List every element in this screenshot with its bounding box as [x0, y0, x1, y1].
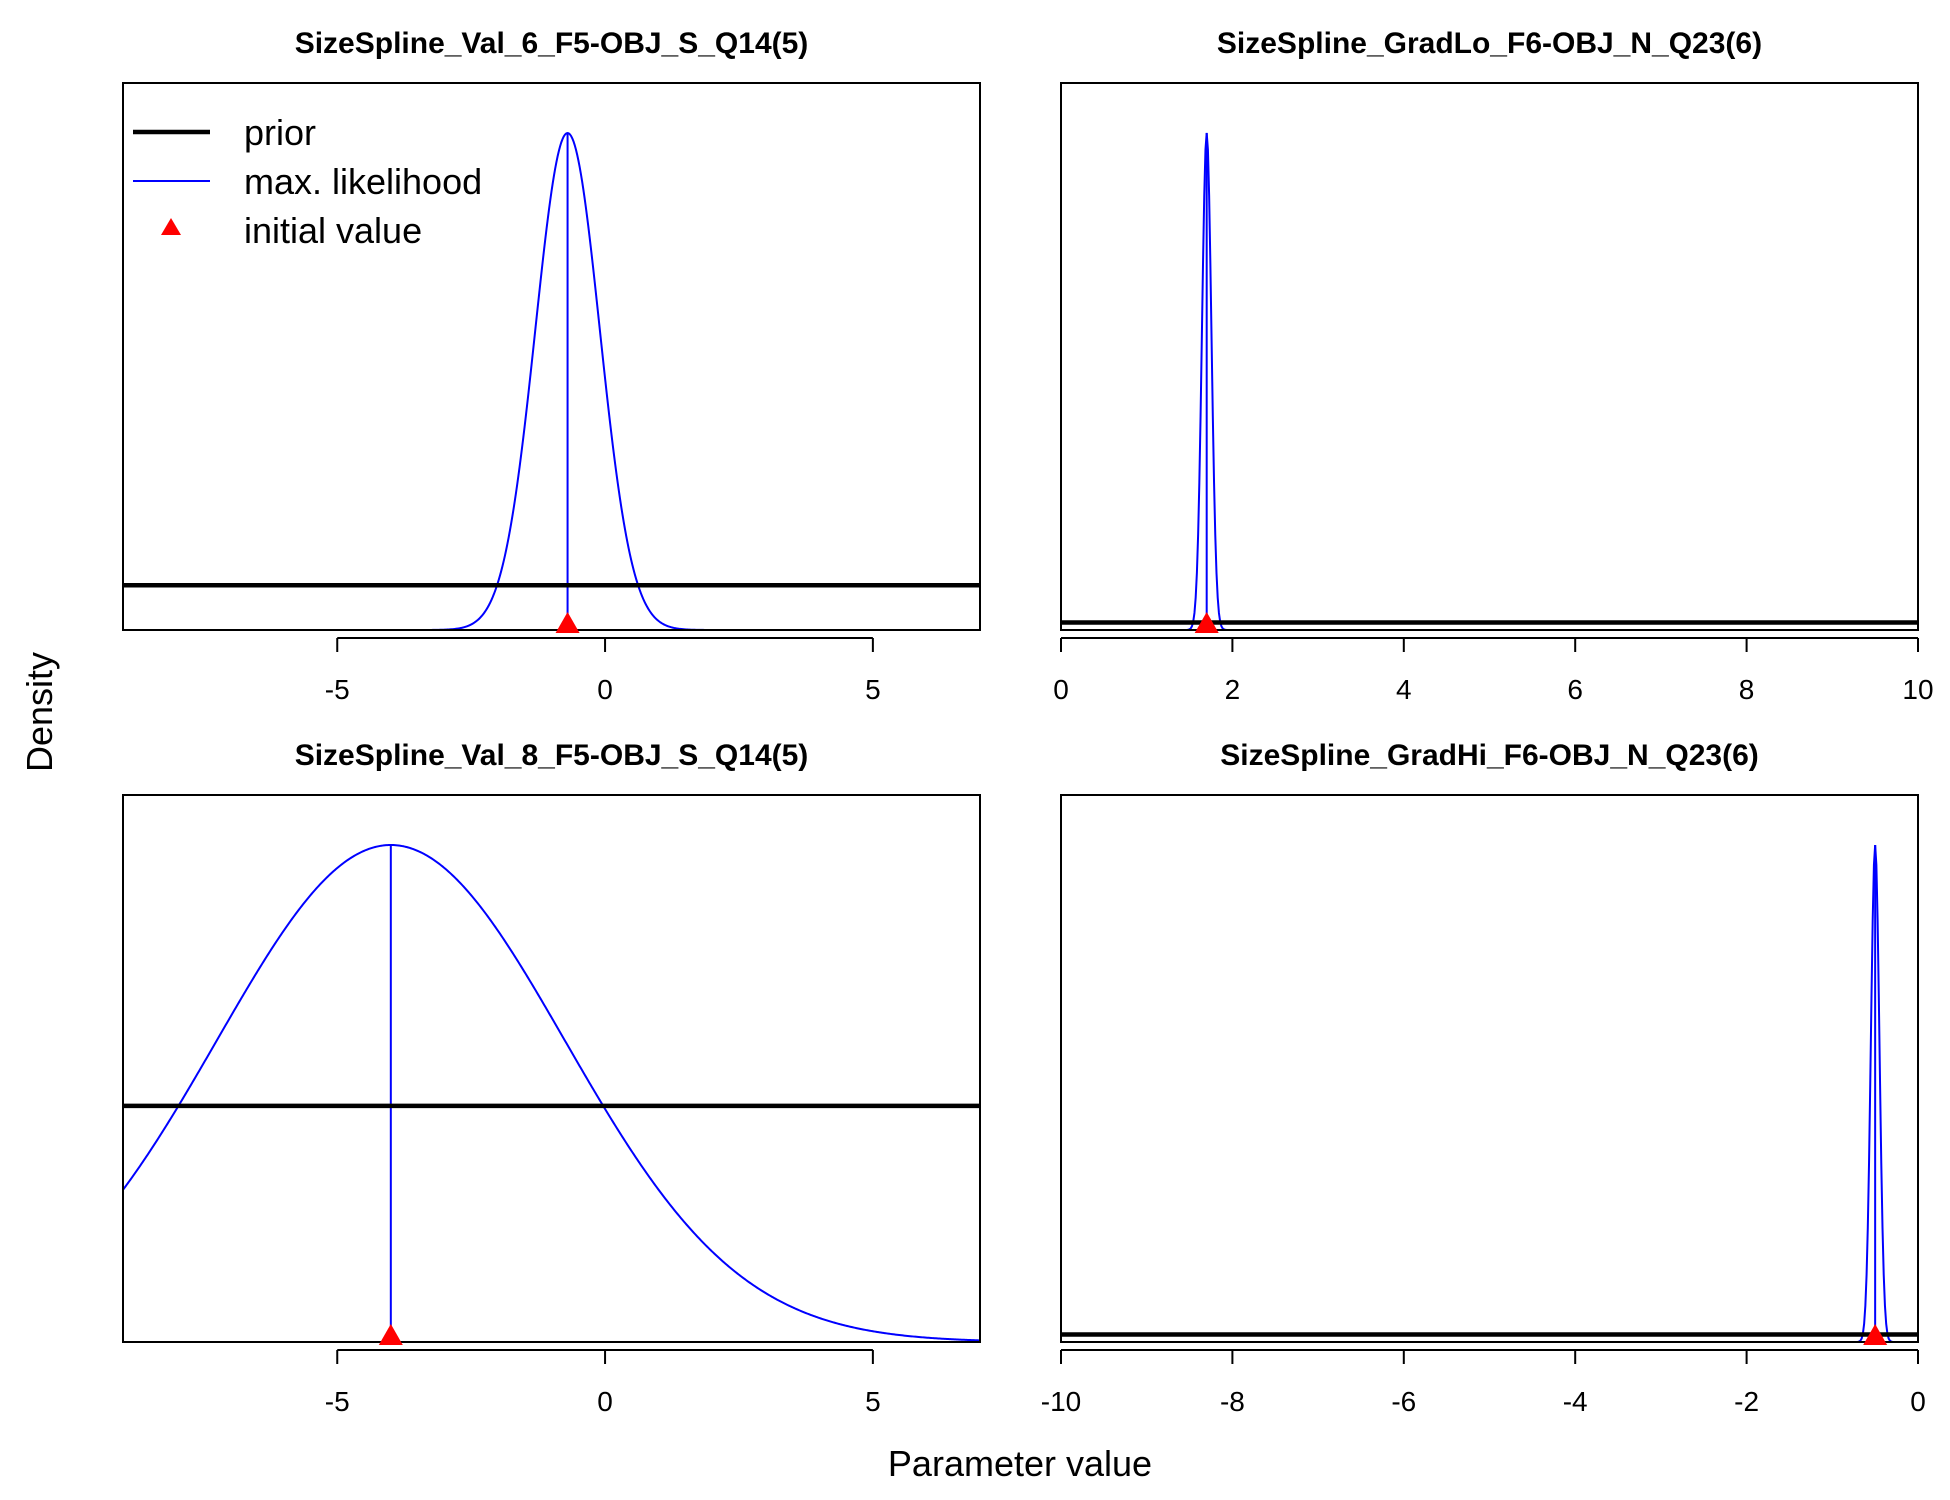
panel-title: SizeSpline_Val_6_F5-OBJ_S_Q14(5) [295, 27, 809, 60]
legend-initial-marker [161, 218, 181, 235]
x-tick-label: 0 [1910, 1386, 1926, 1417]
x-tick-label: 10 [1902, 674, 1933, 705]
x-tick-label: -4 [1563, 1386, 1588, 1417]
x-tick-label: 8 [1739, 674, 1755, 705]
mle-curve [1061, 132, 1918, 630]
panel-gradhi: SizeSpline_GradHi_F6-OBJ_N_Q23(6) -10 -8 -6… [1041, 739, 1926, 1417]
panel-val8: SizeSpline_Val_8_F5-OBJ_S_Q14(5) -5 0 5 [122, 739, 981, 1417]
plot-frame [1060, 794, 1919, 1343]
x-tick-label: -2 [1734, 1386, 1759, 1417]
x-tick-label: 2 [1225, 674, 1241, 705]
x-axis-label: Parameter value [888, 1443, 1152, 1484]
legend-prior-label: prior [244, 112, 316, 153]
panel-title: SizeSpline_GradHi_F6-OBJ_N_Q23(6) [1220, 739, 1759, 772]
x-tick-label: 0 [597, 674, 613, 705]
mle-curve [123, 843, 980, 1342]
plot-frame [122, 794, 981, 1343]
panel-gradlo: SizeSpline_GradLo_F6-OBJ_N_Q23(6) 0 2 4 6 8 10 [1053, 27, 1933, 705]
x-tick-label: 5 [865, 1386, 881, 1417]
initial-value-marker [555, 612, 580, 633]
mle-curve [1061, 844, 1918, 1342]
x-tick-label: 5 [865, 674, 881, 705]
x-tick-label: 4 [1396, 674, 1412, 705]
plot-frame [122, 82, 981, 631]
x-tick-label: -5 [325, 1386, 350, 1417]
panel-title: SizeSpline_Val_8_F5-OBJ_S_Q14(5) [295, 739, 809, 772]
y-axis-label: Density [19, 652, 60, 772]
x-tick-label: -5 [325, 674, 350, 705]
x-tick-label: -6 [1391, 1386, 1416, 1417]
panel-title: SizeSpline_GradLo_F6-OBJ_N_Q23(6) [1217, 27, 1762, 60]
initial-value-marker [1194, 612, 1219, 633]
x-tick-label: -10 [1041, 1386, 1081, 1417]
legend-mle-label: max. likelihood [244, 161, 482, 202]
panel-val6: SizeSpline_Val_6_F5-OBJ_S_Q14(5) -5 0 5 [122, 27, 981, 705]
initial-value-marker [1863, 1324, 1888, 1345]
x-tick-label: 0 [1053, 674, 1069, 705]
plot-frame [1060, 82, 1919, 631]
legend-initial-label: initial value [244, 210, 422, 251]
x-tick-label: 0 [597, 1386, 613, 1417]
x-tick-label: 6 [1567, 674, 1583, 705]
mle-curve [123, 131, 980, 630]
initial-value-marker [378, 1324, 403, 1345]
legend: prior max. likelihood initial value [133, 112, 482, 251]
x-tick-label: -8 [1220, 1386, 1245, 1417]
